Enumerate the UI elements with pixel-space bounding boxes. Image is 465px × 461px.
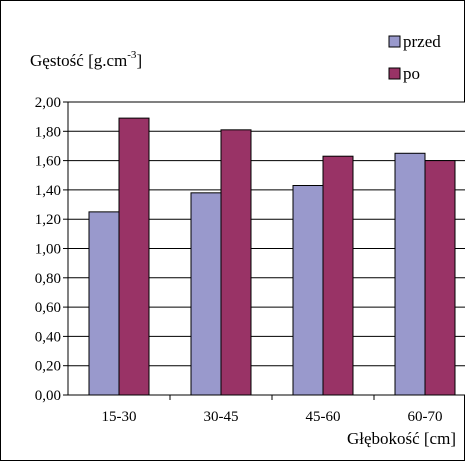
axes <box>63 101 465 400</box>
bar-przed-60-70 <box>394 152 426 396</box>
y-tick-label: 0,40 <box>35 329 61 345</box>
y-tick-labels: 0,00 0,20 0,40 0,60 0,80 1,00 1,20 1,40 1,60 1,80… <box>35 95 61 404</box>
bar-przed-30-45 <box>190 192 222 396</box>
bar-po-60-70 <box>424 160 456 396</box>
bar-po-30-45 <box>220 129 252 396</box>
legend: przed po <box>388 32 441 83</box>
y-tick-label: 1,60 <box>35 154 61 170</box>
legend-swatch-przed <box>388 35 401 48</box>
y-tick-label: 0,00 <box>35 388 61 404</box>
y-tick-label: 1,40 <box>35 183 61 199</box>
bar-po-45-60 <box>322 155 354 396</box>
x-tick-label: 15-30 <box>102 409 137 425</box>
bar-przed-15-30 <box>88 211 120 396</box>
x-tick-label: 30-45 <box>204 409 239 425</box>
y-tick-label: 1,20 <box>35 212 61 228</box>
y-tick-label: 0,80 <box>35 271 61 287</box>
bars <box>88 117 456 396</box>
y-tick-label: 0,60 <box>35 300 61 316</box>
legend-label-po: po <box>403 64 420 83</box>
y-tick-label: 2,00 <box>35 95 61 111</box>
legend-swatch-po <box>388 67 401 80</box>
y-axis-label-superscript: -3 <box>127 49 137 61</box>
x-axis-label: Głębokość [cm] <box>347 429 456 448</box>
x-tick-label: 45-60 <box>306 409 341 425</box>
bar-przed-45-60 <box>292 185 324 396</box>
y-axis-label: Gęstość [g.cm-3] <box>30 49 142 70</box>
y-tick-label: 1,00 <box>35 242 61 258</box>
x-tick-label: 60-70 <box>408 409 443 425</box>
y-axis-label-close: ] <box>136 51 142 70</box>
x-tick-labels: 15-30 30-45 45-60 60-70 <box>102 409 443 425</box>
bar-po-15-30 <box>118 117 150 396</box>
y-tick-label: 1,80 <box>35 124 61 140</box>
legend-label-przed: przed <box>403 32 441 51</box>
y-tick-label: 0,20 <box>35 359 61 375</box>
